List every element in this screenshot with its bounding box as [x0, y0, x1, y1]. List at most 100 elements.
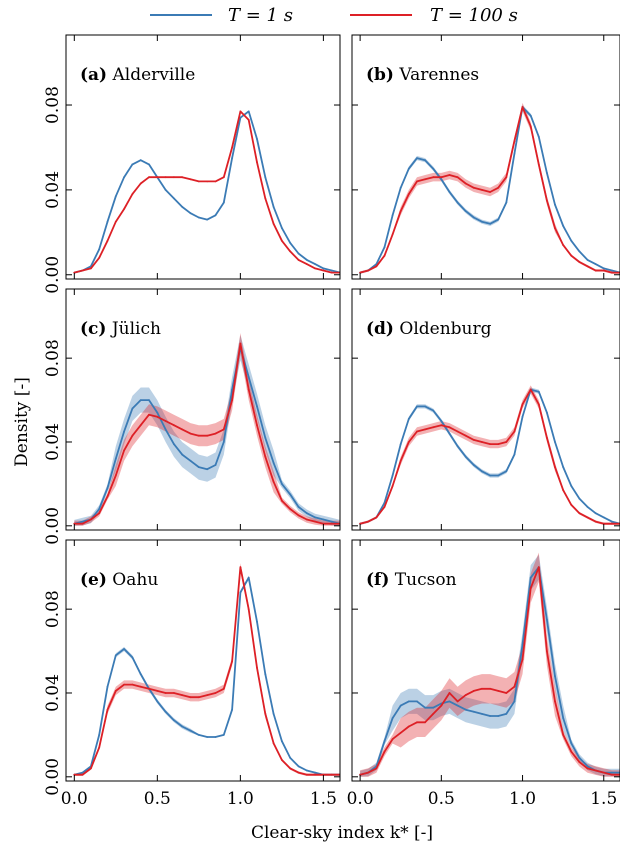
- panel-alderville-series-100s-point: [98, 256, 101, 259]
- panel-oldenburg-series-1s-point: [472, 464, 475, 466]
- panel-oldenburg-series-1s-point: [407, 418, 410, 420]
- panel-jlich-y-tick-label: 0.08: [43, 339, 63, 377]
- panel-tucson-x-tick-label: 1.5: [590, 789, 617, 809]
- panel-alderville-series-1s-point: [197, 216, 200, 219]
- panel-oldenburg-series-100s-point: [529, 388, 532, 391]
- panel-oldenburg-series-1s-point: [594, 512, 597, 515]
- panel-tucson-series-lines: [359, 566, 620, 776]
- panel-varennes-series-100s-point: [375, 265, 378, 268]
- panel-alderville-series-100s-point: [289, 250, 292, 253]
- panel-oldenburg-series-100s-point: [562, 489, 565, 492]
- panel-oahu-series-100s-point: [206, 694, 209, 696]
- panel-varennes-series-100s-points: [359, 106, 620, 274]
- panel-varennes: (b) Varennes: [351, 34, 620, 280]
- panel-alderville-series-1s-point: [206, 218, 209, 221]
- panel-tucson-series-1s-point: [383, 740, 386, 743]
- panel-alderville-series-100s-point: [305, 263, 308, 265]
- panel-jlich-series-1s-point: [289, 493, 292, 496]
- panel-jlich-series-100s-band: [74, 333, 340, 526]
- panel-jlich-series-1s-point: [214, 464, 217, 466]
- panel-varennes-series-1s-point: [586, 259, 589, 261]
- legend-label-1s: T = 1 s: [228, 5, 293, 26]
- panel-oahu-series-100s-point: [131, 683, 134, 686]
- panel-oahu-series-1s-point: [189, 729, 192, 732]
- panel-alderville-series-lines: [73, 110, 340, 274]
- panel-alderville-series-100s-line: [74, 110, 340, 274]
- panel-oldenburg-series-100s-point: [570, 504, 573, 506]
- panel-oahu-series-1s-point: [305, 769, 308, 772]
- panel-jlich-series-1s-point: [139, 399, 142, 401]
- panel-varennes-series-1s-point: [562, 225, 565, 227]
- panel-tucson-series-100s-point: [529, 587, 532, 590]
- panel-tucson-series-1s-point: [391, 717, 394, 719]
- panel-oahu-series-100s-point: [214, 692, 217, 694]
- panel-oldenburg-series-1s-point: [546, 411, 548, 414]
- panel-jlich-series-100s-point: [222, 428, 225, 431]
- panel-oldenburg: (d) Oldenburg: [351, 288, 620, 531]
- panel-tucson-series-100s-band: [360, 552, 620, 777]
- panel-oldenburg-series-100s-point: [432, 426, 435, 429]
- panel-alderville-series-100s-point: [206, 180, 209, 183]
- panel-oahu-uncertainty-bands: [74, 563, 340, 776]
- panel-alderville-series-1s-point: [123, 176, 125, 179]
- panel-varennes-series-1s-point: [432, 167, 435, 170]
- panel-alderville-series-1s-point: [222, 201, 225, 204]
- panel-alderville-series-100s-point: [264, 197, 267, 200]
- panel-oahu-x-tick-label: 1.5: [310, 789, 337, 809]
- panel-varennes-series-100s-point: [529, 125, 532, 128]
- panel-tucson-series-100s-point: [407, 725, 410, 728]
- panel-alderville: 0.00 0.04 0.08 (a) Alderville: [43, 34, 341, 294]
- panel-jlich-series-100s-point: [139, 424, 142, 427]
- panel-alderville-series-1s-point: [164, 189, 167, 191]
- panel-tucson-x-tick-label: 0.0: [347, 789, 374, 809]
- panel-oahu-series-100s-point: [189, 696, 192, 699]
- panel-tucson-frame: [351, 539, 620, 782]
- panel-tucson-series-1s-point: [611, 771, 613, 774]
- panel-oldenburg-series-100s-point: [407, 441, 410, 443]
- panel-alderville-series-1s-point: [247, 110, 250, 113]
- panel-oahu-series-1s-point: [114, 654, 117, 657]
- panel-oldenburg-title: (d) Oldenburg: [366, 319, 492, 339]
- panel-varennes-series-100s-point: [578, 261, 581, 263]
- panel-jlich-series-100s-point: [214, 432, 217, 435]
- panel-varennes-plot-area: [359, 102, 620, 274]
- panel-oldenburg-series-1s-line: [359, 388, 620, 525]
- panel-varennes-title-name: Varennes: [394, 65, 479, 85]
- panel-jlich-series-100s-point: [90, 518, 92, 521]
- panel-tucson-series-100s-point: [383, 750, 386, 753]
- panel-varennes-series-1s-point: [440, 178, 443, 181]
- panel-alderville-series-100s-point: [139, 182, 142, 185]
- panel-tucson-series-1s-point: [448, 700, 451, 703]
- panel-jlich-series-1s-point: [330, 520, 333, 523]
- panel-tucson-series-100s-point: [546, 650, 548, 652]
- panel-alderville-series-100s-point: [148, 176, 150, 179]
- panel-jlich-series-1s-point: [131, 407, 134, 410]
- panel-oahu-series-1s-point: [314, 771, 316, 774]
- panel-tucson-series-1s-point: [432, 706, 435, 709]
- panel-oldenburg-plot-area: [359, 385, 620, 525]
- panel-oldenburg-series-1s-point: [440, 420, 443, 422]
- panel-oahu-series-100s-point: [98, 746, 101, 749]
- panel-alderville-series-1s-point: [297, 252, 300, 255]
- panel-oahu-series-100s-point: [106, 708, 109, 711]
- panel-jlich-series-1s-point: [322, 518, 325, 521]
- panel-jlich-series-1s-point: [247, 376, 250, 378]
- panel-oldenburg-series-100s-point: [521, 403, 524, 406]
- panel-oldenburg-series-100s-point: [383, 506, 386, 508]
- panel-oahu-series-1s-point: [81, 771, 84, 774]
- panel-alderville-series-1s-point: [139, 159, 142, 162]
- panel-alderville-series-1s-point: [114, 195, 117, 198]
- panel-alderville-series-1s-point: [106, 220, 109, 223]
- panel-alderville-series-100s-point: [231, 146, 234, 149]
- panel-jlich-series-1s-point: [81, 520, 84, 523]
- panel-alderville-series-1s-point: [256, 138, 258, 140]
- panel-jlich-series-100s-point: [106, 495, 109, 498]
- panel-oahu-series-1s-point: [231, 708, 234, 711]
- panel-jlich-series-100s-point: [123, 449, 125, 452]
- panel-oldenburg-uncertainty-bands: [360, 385, 620, 525]
- panel-oldenburg-series-100s-point: [424, 428, 426, 431]
- panel-jlich-title-name: Jülich: [106, 319, 161, 339]
- panel-jlich-series-1s-point: [106, 487, 109, 489]
- panel-oldenburg-series-1s-point: [537, 390, 540, 393]
- panel-oldenburg-series-100s-point: [472, 439, 475, 441]
